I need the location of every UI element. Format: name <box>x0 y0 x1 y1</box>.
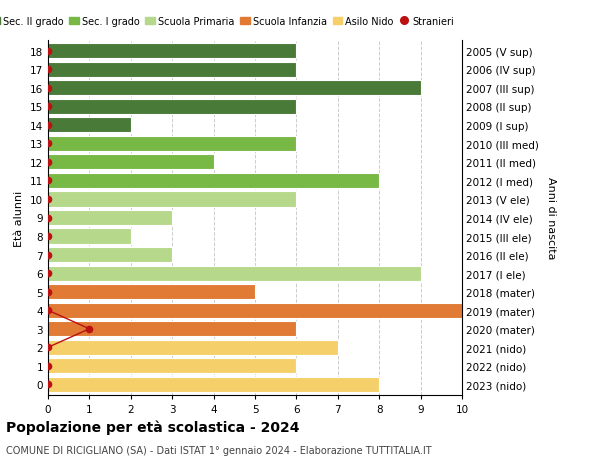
Y-axis label: Anni di nascita: Anni di nascita <box>546 177 556 259</box>
Bar <box>48 136 296 151</box>
Bar <box>48 118 131 133</box>
Bar <box>48 247 172 263</box>
Text: COMUNE DI RICIGLIANO (SA) - Dati ISTAT 1° gennaio 2024 - Elaborazione TUTTITALIA: COMUNE DI RICIGLIANO (SA) - Dati ISTAT 1… <box>6 445 431 455</box>
Bar <box>48 81 421 96</box>
Legend: Sec. II grado, Sec. I grado, Scuola Primaria, Scuola Infanzia, Asilo Nido, Stran: Sec. II grado, Sec. I grado, Scuola Prim… <box>0 12 458 30</box>
Bar <box>48 340 338 355</box>
Bar <box>48 377 379 392</box>
Bar <box>48 155 214 170</box>
Bar <box>48 303 462 318</box>
Bar <box>48 174 379 189</box>
Bar <box>48 285 255 300</box>
Bar <box>48 44 296 59</box>
Bar <box>48 100 296 115</box>
Bar <box>48 210 172 226</box>
Bar <box>48 192 296 207</box>
Bar <box>48 358 296 374</box>
Bar <box>48 229 131 244</box>
Bar <box>48 266 421 281</box>
Text: Popolazione per età scolastica - 2024: Popolazione per età scolastica - 2024 <box>6 420 299 435</box>
Y-axis label: Età alunni: Età alunni <box>14 190 25 246</box>
Bar <box>48 62 296 78</box>
Bar <box>48 321 296 336</box>
